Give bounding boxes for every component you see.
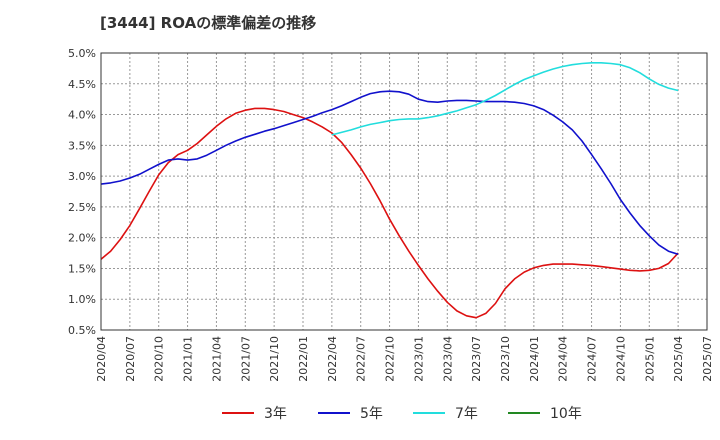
legend-label: 10年 xyxy=(550,406,582,422)
legend-label: 7年 xyxy=(455,406,478,422)
x-tick-label: 2024/01 xyxy=(528,336,541,382)
y-tick-label: 2.0% xyxy=(68,232,96,245)
x-tick-label: 2025/04 xyxy=(672,336,685,382)
legend-label: 3年 xyxy=(264,406,287,422)
x-tick-label: 2022/07 xyxy=(355,336,368,382)
legend-label: 5年 xyxy=(360,406,383,422)
x-tick-label: 2020/10 xyxy=(153,336,166,382)
series-line-3年 xyxy=(100,107,679,319)
y-tick-label: 4.5% xyxy=(68,78,96,91)
x-tick-label: 2023/10 xyxy=(499,336,512,382)
y-tick-label: 1.5% xyxy=(68,262,96,275)
x-tick-labels: 2020/04 2020/07 2020/10 2021/01 2021/04 2021/… xyxy=(95,336,714,382)
x-tick-label: 2024/10 xyxy=(614,336,627,382)
x-tick-label: 2022/10 xyxy=(384,336,397,382)
y-tick-label: 0.5% xyxy=(68,324,96,337)
x-tick-label: 2022/01 xyxy=(297,336,310,382)
x-tick-label: 2021/10 xyxy=(268,336,281,382)
x-tick-label: 2021/07 xyxy=(239,336,252,382)
x-tick-label: 2023/07 xyxy=(470,336,483,382)
plot-border xyxy=(100,52,708,331)
y-tick-label: 2.5% xyxy=(68,201,96,214)
legend: 3年 5年 7年 10年 xyxy=(222,406,582,422)
x-tick-label: 2020/07 xyxy=(124,336,137,382)
chart-title: [3444] ROAの標準偏差の推移 xyxy=(100,14,317,32)
x-tick-label: 2023/04 xyxy=(441,336,454,382)
x-tick-label: 2023/01 xyxy=(412,336,425,382)
series-line-7年 xyxy=(331,62,679,136)
y-tick-labels: 0.5% 1.0% 1.5% 2.0% 2.5% 3.0% 3.5% 4.0% 4.5% 5.0% xyxy=(68,47,96,337)
x-tick-label: 2021/04 xyxy=(210,336,223,382)
y-tick-label: 5.0% xyxy=(68,47,96,60)
x-tick-label: 2025/01 xyxy=(643,336,656,382)
y-tick-label: 1.0% xyxy=(68,293,96,306)
series-lines xyxy=(100,62,679,319)
series-line-5年 xyxy=(100,90,679,256)
x-tick-label: 2021/01 xyxy=(182,336,195,382)
y-tick-label: 4.0% xyxy=(68,109,96,122)
x-tick-label: 2025/07 xyxy=(701,336,714,382)
y-tick-label: 3.0% xyxy=(68,170,96,183)
y-tick-label: 3.5% xyxy=(68,139,96,152)
x-tick-label: 2024/04 xyxy=(557,336,570,382)
x-tick-label: 2020/04 xyxy=(95,336,108,382)
x-tick-label: 2024/07 xyxy=(586,336,599,382)
x-tick-label: 2022/04 xyxy=(326,336,339,382)
